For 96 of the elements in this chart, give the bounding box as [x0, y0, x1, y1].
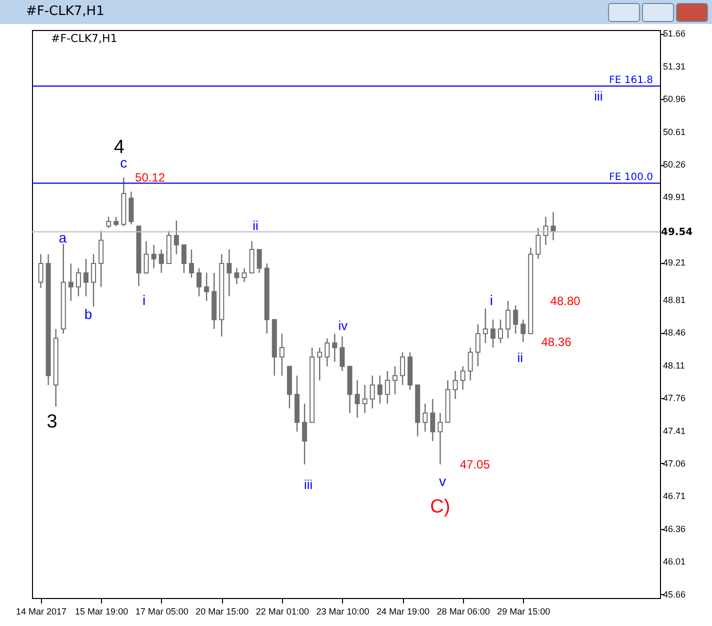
ref-line-label: 49.54 [661, 226, 693, 238]
annotation: b [84, 306, 92, 322]
candlestick [506, 300, 511, 339]
annotation: C) [430, 496, 450, 518]
candlestick [114, 216, 119, 227]
chart-title: #F-CLK7,H1 [51, 32, 118, 45]
candlestick [196, 268, 202, 297]
x-tick-label: 28 Mar 06:00 [436, 606, 490, 616]
candlestick [482, 308, 488, 344]
annotation: iv [338, 318, 348, 334]
candlestick [332, 333, 338, 362]
candlestick [151, 244, 156, 269]
candlestick [38, 254, 44, 288]
candlestick [384, 370, 390, 404]
annotation: 50.12 [135, 170, 166, 185]
annotation: iii [304, 476, 313, 492]
y-tick-label: 50.61 [663, 126, 686, 137]
annotation: 47.05 [460, 457, 490, 472]
x-tick-label: 14 Mar 2017 [16, 606, 67, 616]
candlestick [513, 304, 518, 334]
y-tick-label: 50.96 [663, 94, 686, 104]
y-tick-label: 47.06 [663, 458, 686, 468]
candlestick [226, 248, 232, 297]
candlestick [400, 352, 406, 386]
annotation: 48.80 [550, 294, 581, 308]
candlestick [83, 258, 88, 297]
candlestick [144, 240, 149, 274]
ref-line-label: FE 100.0 [609, 172, 653, 184]
candlestick [377, 375, 382, 404]
candlestick [158, 248, 164, 274]
annotation: 3 [46, 411, 58, 432]
candlestick [498, 319, 503, 344]
candlestick [234, 268, 240, 285]
y-tick-label: 47.76 [663, 393, 686, 404]
candlestick [520, 319, 526, 343]
candlestick [422, 403, 428, 432]
candlestick [204, 272, 210, 302]
x-tick-label: 29 Mar 15:00 [497, 606, 550, 616]
candlestick [354, 380, 360, 418]
annotation: iii [594, 88, 603, 104]
candlestick [106, 216, 112, 229]
y-tick-label: 51.31 [663, 61, 686, 72]
annotation: i [490, 292, 494, 308]
chart-title: #F-CLK7,H1 [26, 4, 104, 19]
x-tick-label: 15 Mar 19:00 [75, 606, 128, 616]
y-tick-label: 46.36 [663, 524, 686, 534]
candlestick [76, 268, 81, 297]
y-tick-label: 50.26 [663, 160, 686, 170]
y-tick-label: 45.66 [663, 589, 686, 600]
candlestick [189, 248, 194, 278]
candlestick [256, 248, 262, 274]
candlestick [430, 398, 436, 442]
annotation: ii [252, 218, 259, 234]
candlestick [98, 230, 104, 288]
annotation: ii [517, 350, 524, 365]
candlestick [490, 319, 496, 348]
x-tick-label: 17 Mar 05:00 [135, 606, 188, 616]
y-tick-label: 49.21 [663, 258, 686, 268]
candlestick [91, 254, 96, 308]
x-tick-label: 23 Mar 10:00 [316, 606, 370, 616]
x-tick-label: 22 Mar 01:00 [256, 606, 309, 616]
x-tick-label: 20 Mar 15:00 [196, 606, 249, 616]
candlestick [438, 412, 443, 466]
annotation: v [438, 473, 446, 490]
candlestick [181, 244, 186, 274]
candlestick [302, 403, 308, 466]
candlestick [174, 220, 179, 255]
candlestick [279, 333, 284, 376]
candlestick [340, 336, 345, 372]
candlestick [242, 268, 247, 283]
candlestick [324, 338, 330, 367]
candlestick [536, 227, 541, 260]
candlestick [460, 366, 466, 390]
candlestick [317, 347, 322, 381]
annotation: 48.36 [541, 335, 572, 350]
candlestick [452, 370, 458, 400]
candlestick [362, 384, 368, 414]
candlestick [249, 240, 254, 274]
candlestick [370, 375, 375, 409]
candlestick [392, 366, 398, 395]
y-tick-label: 48.46 [663, 328, 686, 338]
candlestick [128, 191, 134, 225]
ref-line-label: FE 161.8 [609, 75, 653, 86]
y-tick-label: 51.66 [663, 28, 686, 39]
y-tick-label: 46.01 [663, 556, 686, 567]
annotation: i [142, 292, 146, 308]
y-tick-label: 48.11 [663, 360, 685, 370]
annotation: a [58, 229, 67, 246]
y-tick-label: 48.81 [663, 294, 686, 305]
x-tick-label: 24 Mar 19:00 [376, 606, 430, 616]
y-tick-label: 46.71 [663, 491, 686, 502]
y-tick-label: 49.91 [663, 192, 686, 202]
candlestick [68, 262, 74, 302]
y-tick-label: 47.41 [663, 426, 686, 436]
candlestick [475, 324, 480, 367]
candlestick [468, 347, 473, 381]
